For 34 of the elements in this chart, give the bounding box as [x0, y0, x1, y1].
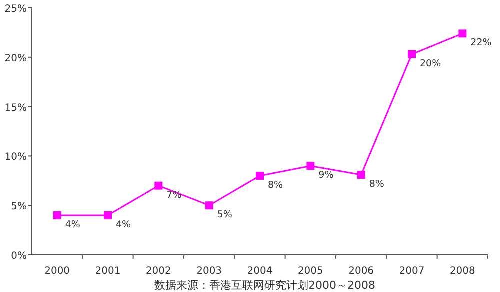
data-label: 8%	[268, 180, 284, 191]
data-label: 4%	[65, 219, 80, 230]
point	[306, 162, 315, 170]
source-note: 数据来源：香港互联网研究计划2000～2008	[154, 279, 376, 292]
x-tick-label: 2003	[196, 266, 222, 277]
point	[256, 172, 264, 180]
x-tick-label: 2005	[298, 266, 324, 277]
x-tick-label: 2000	[44, 266, 70, 277]
data-label: 8%	[369, 178, 384, 190]
x-tick-label: 2002	[146, 266, 172, 277]
y-tick-label: 15%	[4, 102, 27, 114]
x-tick-label: 2006	[348, 266, 374, 277]
y-tick-label: 20%	[4, 53, 27, 64]
y-tick-label: 5%	[11, 202, 27, 213]
point	[408, 50, 416, 58]
x-tick-label: 2007	[399, 266, 425, 277]
y-tick-label: 10%	[4, 152, 27, 164]
y-tick-label: 0%	[11, 251, 27, 262]
point	[154, 182, 163, 190]
x-tick-label: 2008	[450, 266, 476, 277]
y-tick-label: 25%	[4, 4, 27, 15]
point	[357, 170, 366, 179]
data-label: 7%	[166, 190, 182, 201]
point	[104, 211, 112, 220]
data-label: 9%	[318, 170, 334, 182]
point	[53, 211, 62, 220]
x-tick-label: 2001	[95, 266, 121, 277]
data-label: 4%	[116, 219, 132, 230]
point	[458, 30, 467, 38]
data-label: 5%	[217, 210, 232, 221]
x-tick-label: 2004	[247, 266, 273, 277]
point	[205, 202, 214, 210]
data-label: 22%	[470, 38, 492, 49]
data-label: 20%	[420, 58, 442, 70]
